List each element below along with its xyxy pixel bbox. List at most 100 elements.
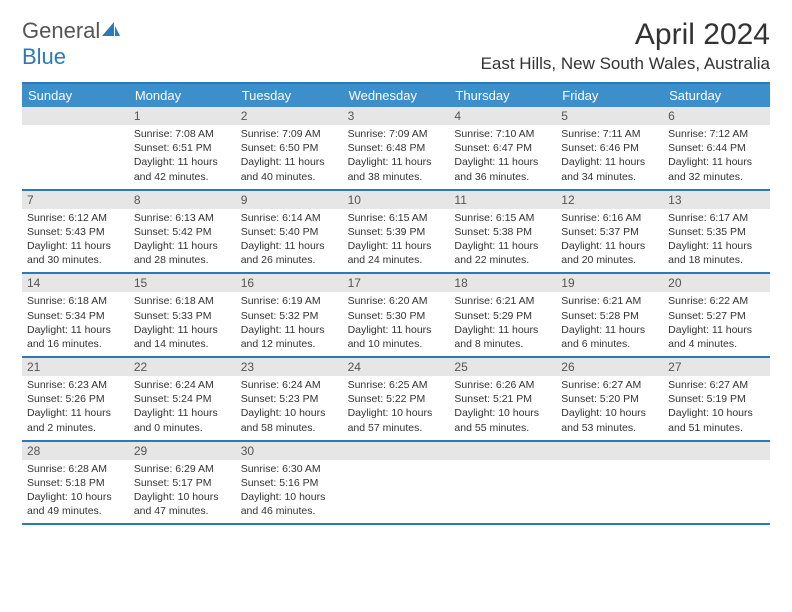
sunrise: Sunrise: 6:20 AM (348, 294, 445, 308)
day-cell: Sunrise: 6:25 AMSunset: 5:22 PMDaylight:… (343, 376, 450, 440)
day-cell: Sunrise: 6:19 AMSunset: 5:32 PMDaylight:… (236, 292, 343, 356)
day-number (343, 442, 450, 460)
day-cell: Sunrise: 7:11 AMSunset: 6:46 PMDaylight:… (556, 125, 663, 189)
day-number: 6 (663, 107, 770, 125)
day-cell: Sunrise: 6:28 AMSunset: 5:18 PMDaylight:… (22, 460, 129, 524)
week-daynum-row: 282930 (22, 442, 770, 460)
sunrise: Sunrise: 6:26 AM (454, 378, 551, 392)
week-body: Sunrise: 6:12 AMSunset: 5:43 PMDaylight:… (22, 209, 770, 275)
day-cell: Sunrise: 7:12 AMSunset: 6:44 PMDaylight:… (663, 125, 770, 189)
sunrise: Sunrise: 6:15 AM (454, 211, 551, 225)
daylight: Daylight: 10 hours and 46 minutes. (241, 490, 338, 518)
day-header: Sunday (22, 84, 129, 107)
day-cell: Sunrise: 6:12 AMSunset: 5:43 PMDaylight:… (22, 209, 129, 273)
sunrise: Sunrise: 6:18 AM (134, 294, 231, 308)
sunset: Sunset: 5:23 PM (241, 392, 338, 406)
sunrise: Sunrise: 6:14 AM (241, 211, 338, 225)
daylight: Daylight: 10 hours and 58 minutes. (241, 406, 338, 434)
sunrise: Sunrise: 7:09 AM (348, 127, 445, 141)
sunset: Sunset: 6:44 PM (668, 141, 765, 155)
sunset: Sunset: 5:33 PM (134, 309, 231, 323)
day-number: 9 (236, 191, 343, 209)
sunrise: Sunrise: 6:25 AM (348, 378, 445, 392)
day-cell: Sunrise: 6:27 AMSunset: 5:19 PMDaylight:… (663, 376, 770, 440)
week: 14151617181920Sunrise: 6:18 AMSunset: 5:… (22, 274, 770, 358)
sunrise: Sunrise: 6:13 AM (134, 211, 231, 225)
logo-word1: General (22, 18, 100, 43)
sunrise: Sunrise: 6:18 AM (27, 294, 124, 308)
day-number: 12 (556, 191, 663, 209)
week-daynum-row: 78910111213 (22, 191, 770, 209)
sunset: Sunset: 6:46 PM (561, 141, 658, 155)
sunset: Sunset: 5:28 PM (561, 309, 658, 323)
sunset: Sunset: 5:39 PM (348, 225, 445, 239)
day-number: 7 (22, 191, 129, 209)
sunset: Sunset: 5:19 PM (668, 392, 765, 406)
sunset: Sunset: 5:32 PM (241, 309, 338, 323)
sunrise: Sunrise: 6:27 AM (561, 378, 658, 392)
location: East Hills, New South Wales, Australia (481, 54, 770, 74)
month-title: April 2024 (481, 18, 770, 52)
daylight: Daylight: 11 hours and 36 minutes. (454, 155, 551, 183)
day-number: 15 (129, 274, 236, 292)
daylight: Daylight: 11 hours and 32 minutes. (668, 155, 765, 183)
sunrise: Sunrise: 7:09 AM (241, 127, 338, 141)
day-number: 1 (129, 107, 236, 125)
day-cell: Sunrise: 6:27 AMSunset: 5:20 PMDaylight:… (556, 376, 663, 440)
day-number: 14 (22, 274, 129, 292)
day-number: 19 (556, 274, 663, 292)
sunrise: Sunrise: 6:22 AM (668, 294, 765, 308)
day-cell (449, 460, 556, 524)
daylight: Daylight: 10 hours and 47 minutes. (134, 490, 231, 518)
sunset: Sunset: 5:20 PM (561, 392, 658, 406)
day-number (556, 442, 663, 460)
sunrise: Sunrise: 6:17 AM (668, 211, 765, 225)
sunrise: Sunrise: 6:29 AM (134, 462, 231, 476)
sunset: Sunset: 5:26 PM (27, 392, 124, 406)
week-body: Sunrise: 7:08 AMSunset: 6:51 PMDaylight:… (22, 125, 770, 191)
day-cell: Sunrise: 6:13 AMSunset: 5:42 PMDaylight:… (129, 209, 236, 273)
day-cell: Sunrise: 7:09 AMSunset: 6:48 PMDaylight:… (343, 125, 450, 189)
day-number: 18 (449, 274, 556, 292)
sunrise: Sunrise: 7:10 AM (454, 127, 551, 141)
sunrise: Sunrise: 6:21 AM (454, 294, 551, 308)
sunrise: Sunrise: 6:28 AM (27, 462, 124, 476)
day-header: Thursday (449, 84, 556, 107)
daylight: Daylight: 11 hours and 4 minutes. (668, 323, 765, 351)
week: 78910111213Sunrise: 6:12 AMSunset: 5:43 … (22, 191, 770, 275)
logo-word2: Blue (22, 44, 66, 69)
daylight: Daylight: 11 hours and 38 minutes. (348, 155, 445, 183)
day-cell: Sunrise: 6:15 AMSunset: 5:38 PMDaylight:… (449, 209, 556, 273)
daylight: Daylight: 10 hours and 51 minutes. (668, 406, 765, 434)
daylight: Daylight: 11 hours and 2 minutes. (27, 406, 124, 434)
day-cell: Sunrise: 6:20 AMSunset: 5:30 PMDaylight:… (343, 292, 450, 356)
day-number: 25 (449, 358, 556, 376)
day-number: 23 (236, 358, 343, 376)
day-number: 13 (663, 191, 770, 209)
sunset: Sunset: 6:50 PM (241, 141, 338, 155)
logo-sail-icon (102, 18, 120, 44)
day-cell: Sunrise: 6:24 AMSunset: 5:23 PMDaylight:… (236, 376, 343, 440)
sunrise: Sunrise: 6:21 AM (561, 294, 658, 308)
daylight: Daylight: 11 hours and 0 minutes. (134, 406, 231, 434)
sunrise: Sunrise: 6:27 AM (668, 378, 765, 392)
daylight: Daylight: 11 hours and 16 minutes. (27, 323, 124, 351)
daylight: Daylight: 11 hours and 26 minutes. (241, 239, 338, 267)
sunset: Sunset: 5:30 PM (348, 309, 445, 323)
day-cell: Sunrise: 6:22 AMSunset: 5:27 PMDaylight:… (663, 292, 770, 356)
day-number: 29 (129, 442, 236, 460)
day-cell: Sunrise: 6:30 AMSunset: 5:16 PMDaylight:… (236, 460, 343, 524)
day-cell: Sunrise: 6:21 AMSunset: 5:29 PMDaylight:… (449, 292, 556, 356)
day-number: 2 (236, 107, 343, 125)
sunrise: Sunrise: 7:11 AM (561, 127, 658, 141)
day-cell (663, 460, 770, 524)
day-number: 16 (236, 274, 343, 292)
sunset: Sunset: 5:29 PM (454, 309, 551, 323)
day-header: Friday (556, 84, 663, 107)
daylight: Daylight: 10 hours and 55 minutes. (454, 406, 551, 434)
sunrise: Sunrise: 6:12 AM (27, 211, 124, 225)
day-cell: Sunrise: 6:16 AMSunset: 5:37 PMDaylight:… (556, 209, 663, 273)
sunset: Sunset: 5:40 PM (241, 225, 338, 239)
sunset: Sunset: 6:51 PM (134, 141, 231, 155)
daylight: Daylight: 11 hours and 24 minutes. (348, 239, 445, 267)
